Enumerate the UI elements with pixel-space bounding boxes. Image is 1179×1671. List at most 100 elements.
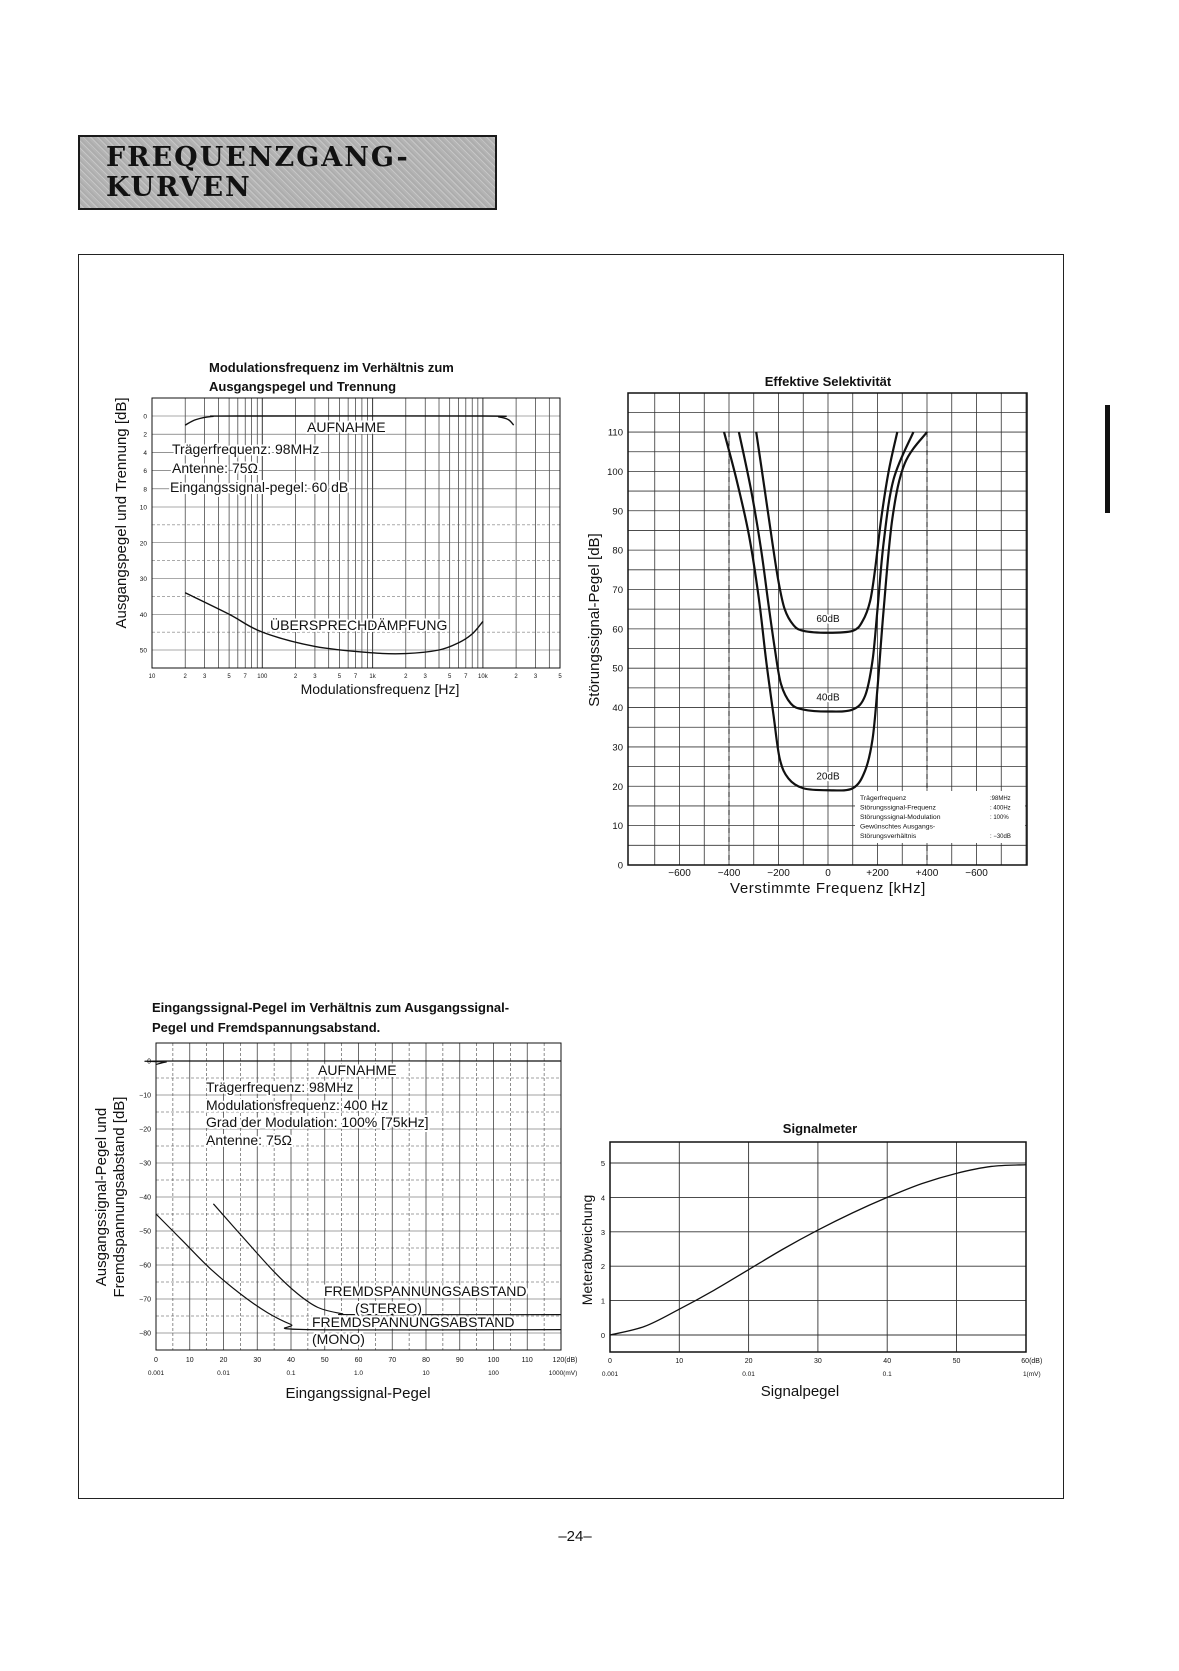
x-tick-label: 2 [514,674,518,680]
x-tick-label-db: 20 [745,1358,753,1365]
y-tick-label: 70 [612,585,623,596]
x-tick-label-db: 0 [608,1358,612,1365]
x-tick-label: 2 [294,674,298,680]
x-tick-label: 5 [448,674,452,680]
plot-area [627,392,1028,866]
annotation-label: Grad der Modulation: 100% [75kHz] [206,1114,429,1130]
x-tick-label: 10k [478,674,489,680]
y-tick-label: 80 [612,546,623,557]
series-20dB [722,431,928,792]
y-tick-label: 2 [143,432,147,439]
y-tick-label: −40 [139,1195,151,1202]
chart-title: Signalmeter [783,1121,857,1136]
series-signal-meter [609,1164,1026,1336]
section-title-line2: KURVEN [106,172,252,203]
chart-title: Eingangssignal-Pegel im Verhältnis zum A… [152,1000,509,1015]
chart-title: Modulationsfrequenz im Verhältnis zum [209,360,454,375]
y-tick-label: 10 [612,821,623,832]
y-tick-label: 0 [601,1331,605,1340]
curve-label: 40dB [816,693,840,704]
annotation-label: FREMDSPANNUNGSABSTAND [312,1314,515,1330]
x-tick-label: 5 [558,674,562,680]
y-axis-label: Meterabweichung [579,1195,595,1306]
chart-title: Effektive Selektivität [765,374,892,389]
annotation-label: AUFNAHME [307,419,386,435]
x-tick-label-db: 20 [220,1357,228,1364]
legend-value: : −30dB [990,834,1011,840]
x-tick-label-db: 60 [355,1357,363,1364]
annotation-label: (MONO) [312,1331,365,1347]
curve-label: 20dB [816,771,840,782]
chart-modulation-frequency: 0 2 4 6 8 10 20 30 40 50 10 2 3 5 7 100 2 3 5 7 1k 2 3 5 7 10k 2 3 5… [113,360,562,697]
chart-legend: Trägerfrequenz:98MHz Störungssignal-Frequ… [855,791,1025,843]
x-axis-label: Modulationsfrequenz [Hz] [301,681,460,697]
annotation-label: Antenne: 75Ω [206,1132,292,1148]
x-tick-label-db: 0 [154,1357,158,1364]
x-tick-label: 3 [313,674,317,680]
series-aufnahme [184,415,515,426]
x-tick-label-mv: 1.0 [354,1370,363,1377]
y-tick-label: −70 [139,1297,151,1304]
y-tick-label: −50 [139,1229,151,1236]
legend-label: Störungssignal-Frequenz [860,805,937,812]
x-tick-label: 1k [369,674,376,680]
y-tick-label: 30 [612,742,623,753]
chart-input-signal-level: 0 −10 −20 −30 −40 −50 −60 −70 −80 0 10 20 30 40 50 60 70… [93,1000,577,1402]
y-axis-label: Störungssignal-Pegel [dB] [586,533,603,706]
y-tick-label: 2 [601,1262,605,1271]
series-uebersprechdaempfung [184,592,484,655]
legend-value: : 100% [990,815,1009,821]
annotation-label: FREMDSPANNUNGSABSTAND [324,1283,527,1299]
legend-label: Störungssignal-Modulation [860,814,941,821]
y-tick-label: 3 [601,1228,605,1237]
x-tick-label-db: 120(dB) [553,1357,578,1364]
chart-title: Ausgangspegel und Trennung [209,379,396,394]
x-tick-label: +400 [916,868,939,879]
annotation-label: Eingangssignal-pegel: 60 dB [170,479,348,495]
section-title: FREQUENZGANG- KURVEN [78,135,497,210]
x-tick-label-db: 50 [953,1358,961,1365]
x-tick-label-db: 40 [883,1358,891,1365]
x-axis-label: Verstimmte Frequenz [kHz] [730,880,926,897]
y-tick-label: 40 [612,703,623,714]
x-tick-label-mv: 0.1 [286,1370,295,1377]
y-tick-label: 6 [143,468,147,475]
legend-label: Trägerfrequenz [860,795,907,802]
x-tick-label-db: 80 [422,1357,430,1364]
chart-frame [78,254,1064,1499]
y-tick-label: −10 [139,1093,151,1100]
annotation-label: AUFNAHME [318,1062,397,1078]
x-tick-label-db: 40 [287,1357,295,1364]
x-tick-label-db: 70 [388,1357,396,1364]
x-tick-label-db: 90 [456,1357,464,1364]
y-tick-label: 0 [143,414,147,421]
series-40dB [737,431,915,713]
series-line [144,1060,562,1065]
section-title-line1: FREQUENZGANG- [106,142,410,173]
x-tick-label-db: 50 [321,1357,329,1364]
y-tick-label: −80 [139,1331,151,1338]
annotation-label: (STEREO) [355,1300,422,1316]
plot-area [609,1141,1027,1353]
legend-background [855,791,1025,843]
x-tick-label-db: 30 [253,1357,261,1364]
y-tick-label: 100 [607,467,623,478]
annotation-label: ÜBERSPRECHDÄMPFUNG [270,616,447,633]
annotation-label: Modulationsfrequenz: 400 Hz [206,1097,388,1113]
x-tick-label-db: 60(dB) [1021,1358,1042,1365]
x-tick-label-mv: 1000(mV) [549,1370,578,1377]
y-tick-label: 0 [618,861,623,872]
x-tick-label: 7 [354,674,358,680]
series-line [212,1203,562,1316]
y-tick-label: −30 [139,1161,151,1168]
y-tick-label: 20 [612,782,623,793]
y-tick-label: 60 [612,624,623,635]
series-line [155,1213,562,1331]
x-tick-label: +200 [866,868,889,879]
annotation-label: Trägerfrequenz: 98MHz [206,1079,353,1095]
y-tick-label: −60 [139,1263,151,1270]
margin-marker-bar [1105,405,1110,513]
y-tick-label: 110 [608,428,623,439]
y-tick-label: 10 [140,505,148,512]
y-tick-label: −20 [139,1127,151,1134]
